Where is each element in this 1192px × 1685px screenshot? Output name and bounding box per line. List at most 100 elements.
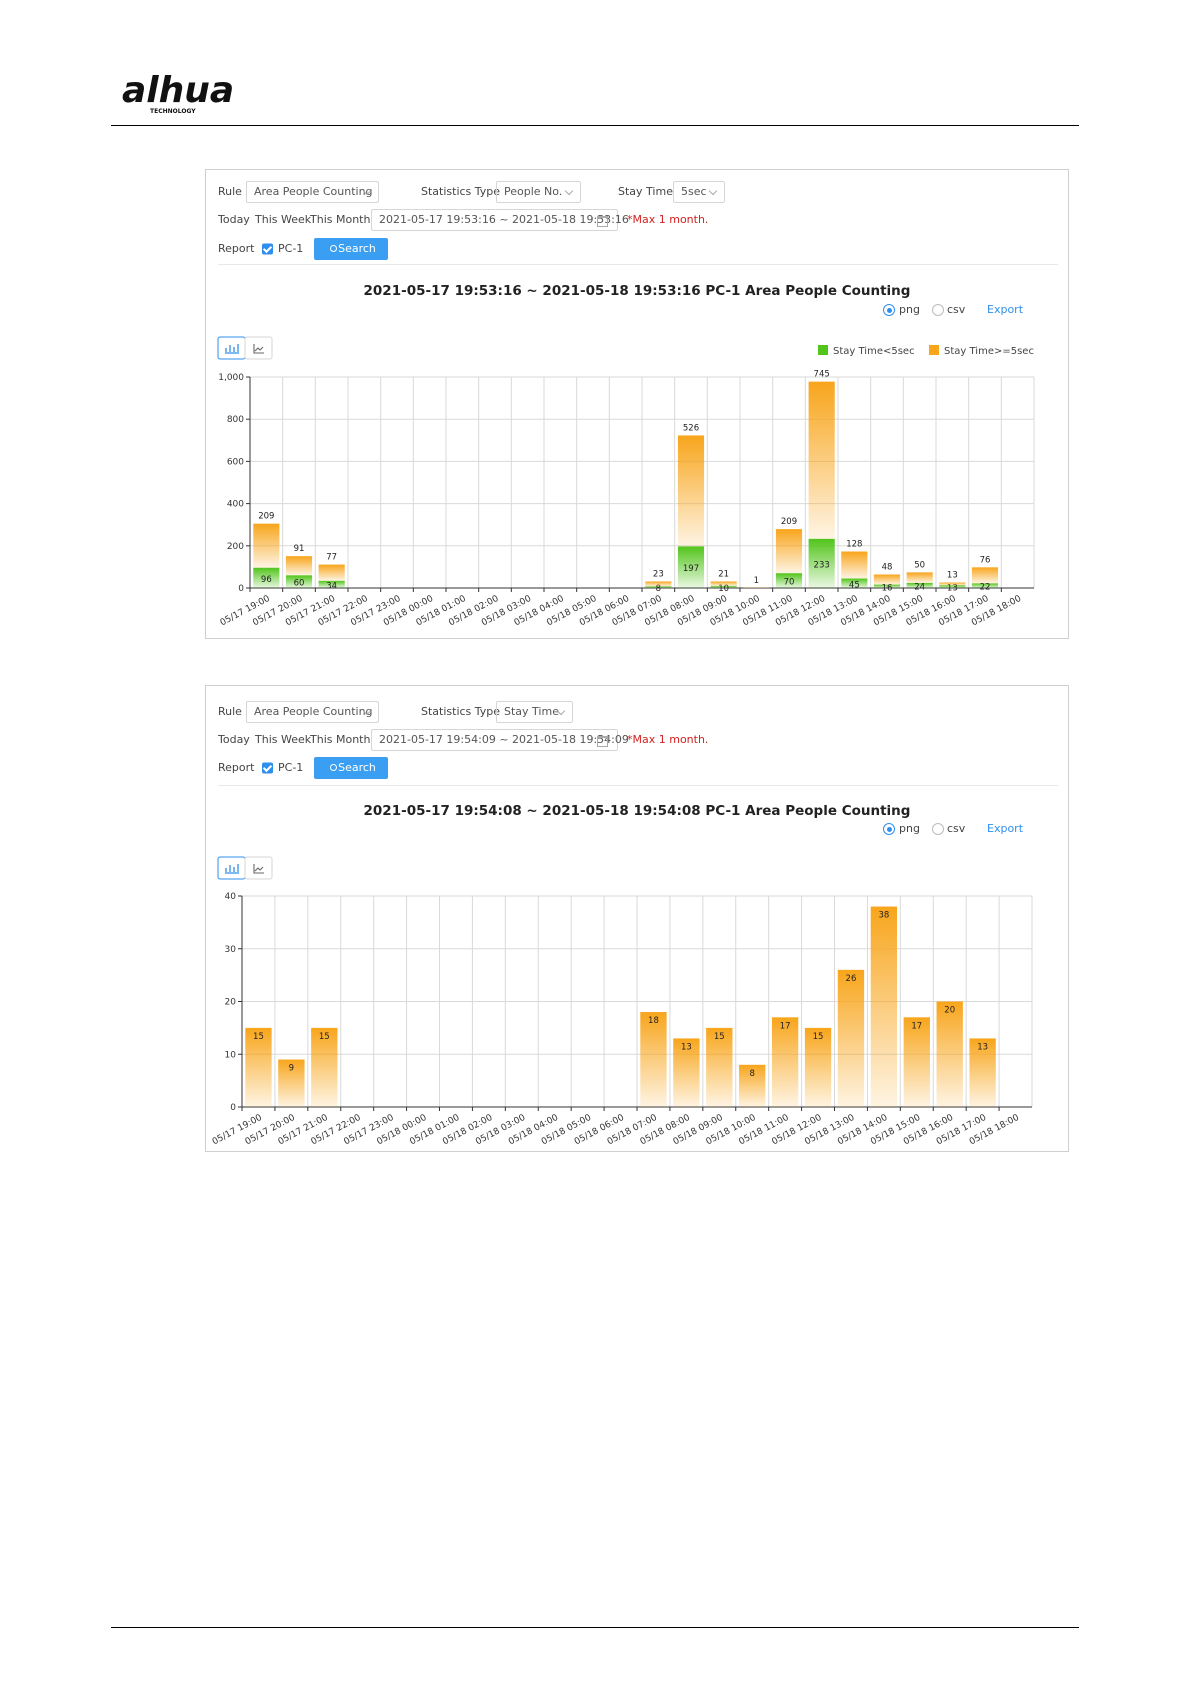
bar <box>903 1017 930 1107</box>
data-label: 24 <box>914 582 925 592</box>
month-link[interactable]: This Month <box>310 213 371 226</box>
bar <box>969 1038 996 1107</box>
y-tick-label: 400 <box>227 500 244 510</box>
report-checkbox[interactable] <box>262 762 273 774</box>
bar <box>318 564 345 581</box>
today-link[interactable]: Today <box>218 733 250 746</box>
bar <box>710 581 737 586</box>
data-label: 9 <box>289 1064 294 1074</box>
footer-rule <box>111 1627 1079 1628</box>
legend-label: Stay Time<5sec <box>833 346 915 357</box>
rule-select[interactable]: Area People Counting <box>246 181 379 203</box>
week-link[interactable]: This Week <box>255 733 312 746</box>
statistics-label: Statistics Type <box>421 705 501 718</box>
y-tick-label: 20 <box>225 998 237 1008</box>
data-label: 50 <box>914 560 925 570</box>
data-label: 23 <box>653 569 664 579</box>
bar <box>841 551 868 579</box>
bar-chart-toggle[interactable] <box>217 856 246 880</box>
data-label: 34 <box>326 581 337 591</box>
data-label: 76 <box>980 555 991 565</box>
report-item: PC-1 <box>278 242 304 255</box>
data-label: 70 <box>784 578 795 588</box>
line-icon <box>253 344 264 354</box>
chart-title: 2021-05-17 19:53:16 ~ 2021-05-18 19:53:1… <box>363 283 911 299</box>
rule-label: Rule <box>218 185 242 198</box>
data-label: 77 <box>326 553 337 563</box>
date-range[interactable]: 2021-05-17 19:54:09 ~ 2021-05-18 19:54:0… <box>371 729 629 751</box>
bar <box>939 585 966 588</box>
data-label: 526 <box>683 423 699 433</box>
separator <box>218 264 1058 265</box>
report-label: Report <box>218 761 255 774</box>
bar-chart-toggle[interactable] <box>217 336 246 360</box>
separator <box>218 785 1058 786</box>
stay-time-select[interactable]: 5sec <box>673 181 725 203</box>
bar <box>645 581 672 587</box>
data-label: 20 <box>944 1006 955 1016</box>
bar <box>804 1027 832 1107</box>
bar <box>906 572 933 583</box>
data-label: 17 <box>780 1021 791 1031</box>
rule-select[interactable]: Area People Counting <box>246 701 379 723</box>
report-checkbox[interactable] <box>262 243 273 255</box>
bar <box>808 538 835 588</box>
search-button[interactable]: Search <box>314 238 388 260</box>
bar <box>677 435 705 547</box>
bar <box>873 584 901 588</box>
bar <box>285 575 313 588</box>
today-link[interactable]: Today <box>218 213 250 226</box>
data-label: 1 <box>754 576 759 586</box>
legend-label: Stay Time>=5sec <box>944 346 1034 357</box>
statistics-label: Statistics Type <box>421 185 501 198</box>
data-label: 15 <box>813 1032 824 1042</box>
logo-tagline: TECHNOLOGY <box>150 108 196 115</box>
bar <box>645 586 672 588</box>
png-label: png <box>899 822 920 835</box>
data-label: 15 <box>319 1032 330 1042</box>
bar <box>245 1027 272 1107</box>
png-radio[interactable] <box>883 304 895 316</box>
statistics-select[interactable]: Stay Time <box>496 701 573 723</box>
export-link[interactable]: Export <box>987 303 1024 316</box>
y-tick-label: 600 <box>227 457 244 467</box>
search-button[interactable]: Search <box>314 757 388 779</box>
bar <box>673 1038 700 1107</box>
month-link[interactable]: This Month <box>310 733 371 746</box>
data-label: 96 <box>261 575 272 585</box>
data-label: 13 <box>977 1042 988 1052</box>
bar <box>870 906 898 1107</box>
report-panel: Rule Area People Counting Statistics Type P… <box>205 169 1069 639</box>
csv-label: csv <box>947 303 966 316</box>
bar <box>775 529 803 574</box>
date-range[interactable]: 2021-05-17 19:53:16 ~ 2021-05-18 19:53:1… <box>371 209 629 231</box>
data-label: 91 <box>294 544 305 554</box>
bar <box>677 546 705 588</box>
csv-radio[interactable] <box>932 823 944 835</box>
statistics-select[interactable]: People No. <box>496 181 581 203</box>
bar <box>706 1027 733 1107</box>
max-note: *Max 1 month. <box>627 733 709 746</box>
data-label: 209 <box>781 517 797 527</box>
data-label: 209 <box>258 512 274 522</box>
data-label: 233 <box>814 560 830 570</box>
png-radio[interactable] <box>883 823 895 835</box>
csv-label: csv <box>947 822 966 835</box>
report-item: PC-1 <box>278 761 304 774</box>
csv-radio[interactable] <box>932 304 944 316</box>
bar <box>873 574 901 585</box>
bar <box>640 1012 667 1107</box>
data-label: 21 <box>718 569 729 579</box>
data-label: 197 <box>683 564 699 574</box>
rule-label: Rule <box>218 705 242 718</box>
stay-time-label: Stay Time <box>618 185 673 198</box>
week-link[interactable]: This Week <box>255 213 312 226</box>
report-panel: Rule Area People Counting Statistics Type S… <box>205 685 1069 1152</box>
export-link[interactable]: Export <box>987 822 1024 835</box>
bar <box>775 573 803 588</box>
data-label: 38 <box>878 911 889 921</box>
bar <box>906 582 933 588</box>
